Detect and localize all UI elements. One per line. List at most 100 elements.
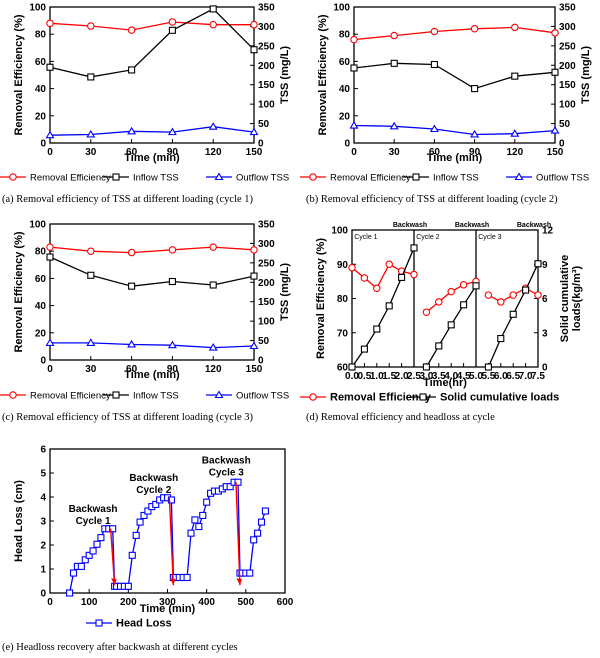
data-point [509, 310, 517, 318]
legend: Removal Efficiency Inflow TSS Outflow TSS [0, 390, 289, 402]
x-tick-label: 90 [469, 147, 481, 158]
x-tick-label: 0 [47, 364, 53, 375]
y-tick-label: 70 [337, 328, 349, 339]
backwash-arrow [109, 528, 116, 586]
data-point [132, 531, 140, 539]
data-point [81, 556, 89, 564]
backwash-label: Backwash [69, 504, 118, 515]
data-point [209, 5, 217, 13]
data-point [136, 518, 144, 526]
y-tick-label: 80 [339, 30, 351, 41]
y2-tick-label: 150 [258, 297, 275, 308]
y2-tick-label: 150 [559, 80, 576, 91]
data-point [349, 120, 359, 129]
data-point [249, 127, 259, 136]
y-tick-label: 6 [40, 445, 46, 456]
data-point [234, 478, 242, 486]
data-point [168, 246, 177, 254]
y-axis-label: Head Loss (cm) [13, 480, 25, 562]
x-tick-label: 150 [246, 364, 263, 375]
y-tick-label: 0 [344, 139, 350, 150]
y-tick-label: 60 [339, 57, 351, 68]
data-point [86, 338, 96, 346]
data-point [127, 339, 137, 348]
data-point [497, 334, 505, 343]
data-point [85, 551, 93, 559]
x-tick-label: 120 [205, 364, 222, 375]
x-tick-label: 0 [47, 597, 53, 608]
x-tick-label: 4.5 [457, 371, 471, 382]
x-tick-label: 300 [159, 597, 176, 608]
data-point [470, 129, 480, 138]
data-point [209, 243, 217, 251]
x-tick-label: 2.5 [407, 371, 421, 382]
figure-caption: (d) Removal efficiency and headloss at c… [306, 412, 495, 423]
y-axis-label: Removal Efficiency (%) [13, 14, 25, 135]
y-tick-label: 100 [29, 220, 46, 231]
data-point [422, 363, 430, 371]
data-point [447, 287, 455, 296]
legend-label: Removal Efficiency [30, 173, 111, 184]
y2-tick-label: 300 [559, 22, 576, 33]
y-tick-label: 1 [40, 565, 46, 576]
data-point [373, 284, 381, 292]
data-point [167, 340, 177, 349]
data-point [226, 483, 234, 491]
data-point [250, 536, 258, 544]
x-tick-label: 1.0 [370, 371, 384, 382]
figure-caption: (b) Removal efficiency of TSS at differe… [306, 194, 558, 205]
y-tick-label: 60 [35, 274, 47, 285]
x-tick-label: 6.5 [506, 371, 520, 382]
y-tick-label: 3 [40, 517, 46, 528]
data-point [254, 529, 262, 537]
y-tick-label: 90 [337, 260, 349, 271]
data-point [470, 25, 479, 33]
backwash-label: Backwash [129, 473, 178, 484]
y-axis-label: Removal Efficiency (%) [13, 231, 25, 352]
data-point [46, 253, 54, 261]
x-tick-label: 30 [85, 364, 97, 375]
legend-marker [9, 391, 17, 399]
data-point [167, 127, 177, 136]
legend-label: Removal Efficiency [330, 392, 432, 404]
data-point [168, 18, 177, 26]
data-point [460, 301, 468, 309]
y-tick-label: 2 [40, 541, 46, 552]
data-point [97, 534, 105, 542]
data-point [46, 243, 54, 251]
y2-tick-label: 300 [258, 22, 275, 33]
series-inflow-tss [46, 5, 258, 81]
legend-marker [112, 173, 120, 181]
legend-marker [214, 172, 224, 181]
backwash-arrow [235, 482, 241, 586]
series-line [49, 246, 255, 254]
data-point [209, 20, 217, 29]
chart-2: 0 30 60 90 120 150020406080100050100150200250… [300, 3, 592, 205]
backwash-arrowhead [169, 578, 176, 586]
series-removal-efficiency [348, 260, 542, 316]
y2-tick-label: 350 [258, 3, 275, 14]
legend-label: Removal Efficiency [30, 391, 111, 402]
legend: Removal Efficiency Inflow TSS Outflow TSS [0, 172, 289, 184]
data-point [459, 281, 468, 289]
data-point [350, 35, 358, 44]
x-axis-label: Time (min) [124, 152, 180, 164]
y-tick-label: 80 [35, 247, 47, 258]
y2-tick-label: 100 [559, 100, 576, 111]
series-outflow-tss [45, 122, 259, 139]
legend-marker [309, 393, 317, 401]
data-point [522, 286, 530, 294]
data-point [140, 511, 148, 520]
y-tick-label: 60 [35, 57, 47, 68]
x-tick-label: 120 [506, 147, 523, 158]
y2-tick-label: 9 [542, 260, 548, 271]
legend-label: Outflow TSS [236, 391, 289, 402]
x-tick-label: 3.0 [419, 371, 433, 382]
legend: Removal Efficiency Inflow TSS Outflow TSS [300, 172, 589, 184]
data-point [410, 244, 418, 252]
data-point [390, 59, 398, 67]
data-point [208, 122, 218, 130]
data-point [203, 498, 211, 506]
legend-marker [309, 173, 317, 181]
